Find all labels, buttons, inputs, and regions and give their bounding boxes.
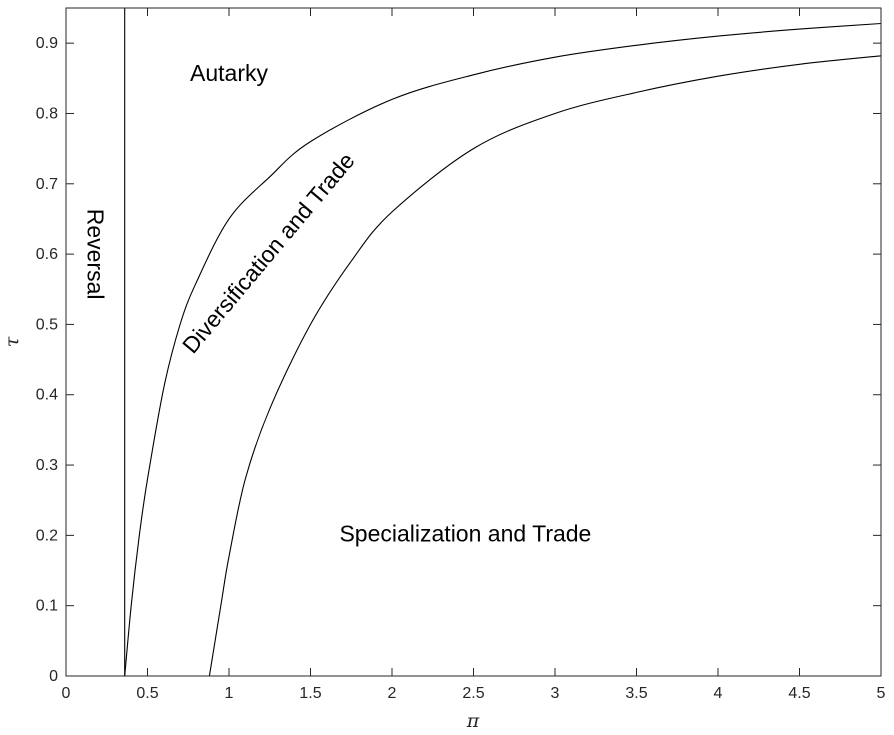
- x-tick-label: 2: [388, 685, 397, 702]
- x-tick-label: 5: [877, 685, 886, 702]
- curves: [124, 8, 882, 677]
- y-tick-label: 0.2: [36, 527, 58, 544]
- y-tick-label: 0.1: [36, 598, 58, 615]
- plot-frame: [65, 7, 882, 677]
- ticks: 0 0.5 1 1.5 2 2.5 3 3.5 4 4.5 5 0 0.1 0.2 0.3 0.4 0.5 0.6…: [36, 8, 886, 702]
- x-tick-label: 4: [714, 685, 723, 702]
- x-tick-label: 1.5: [299, 685, 321, 702]
- x-tick-label: 0: [62, 685, 71, 702]
- x-tick-label: 0.5: [136, 685, 158, 702]
- x-tick-label: 4.5: [788, 685, 810, 702]
- region-label-4: Specialization and Trade: [339, 520, 591, 546]
- y-tick-label: 0.9: [36, 35, 58, 52]
- y-tick-label: 0.3: [36, 457, 58, 474]
- y-tick-label: 0.5: [36, 316, 58, 333]
- y-tick-label: 0.7: [36, 176, 58, 193]
- y-tick-label: 0.8: [36, 105, 58, 122]
- region-label-2: Reversal: [83, 209, 109, 300]
- series-line-2: [208, 55, 882, 677]
- x-tick-label: 1: [225, 685, 234, 702]
- region-label-1: Autarky: [190, 60, 268, 86]
- y-axis-label: τ: [1, 336, 23, 347]
- plot-area: [66, 8, 881, 676]
- y-tick-label: 0.6: [36, 246, 58, 263]
- series-line-1: [124, 22, 882, 677]
- x-axis-label: π: [466, 710, 480, 732]
- y-tick-label: 0: [49, 668, 58, 685]
- x-tick-label: 3.5: [625, 685, 647, 702]
- x-tick-label: 2.5: [462, 685, 484, 702]
- y-tick-label: 0.4: [36, 387, 58, 404]
- x-tick-label: 3: [551, 685, 560, 702]
